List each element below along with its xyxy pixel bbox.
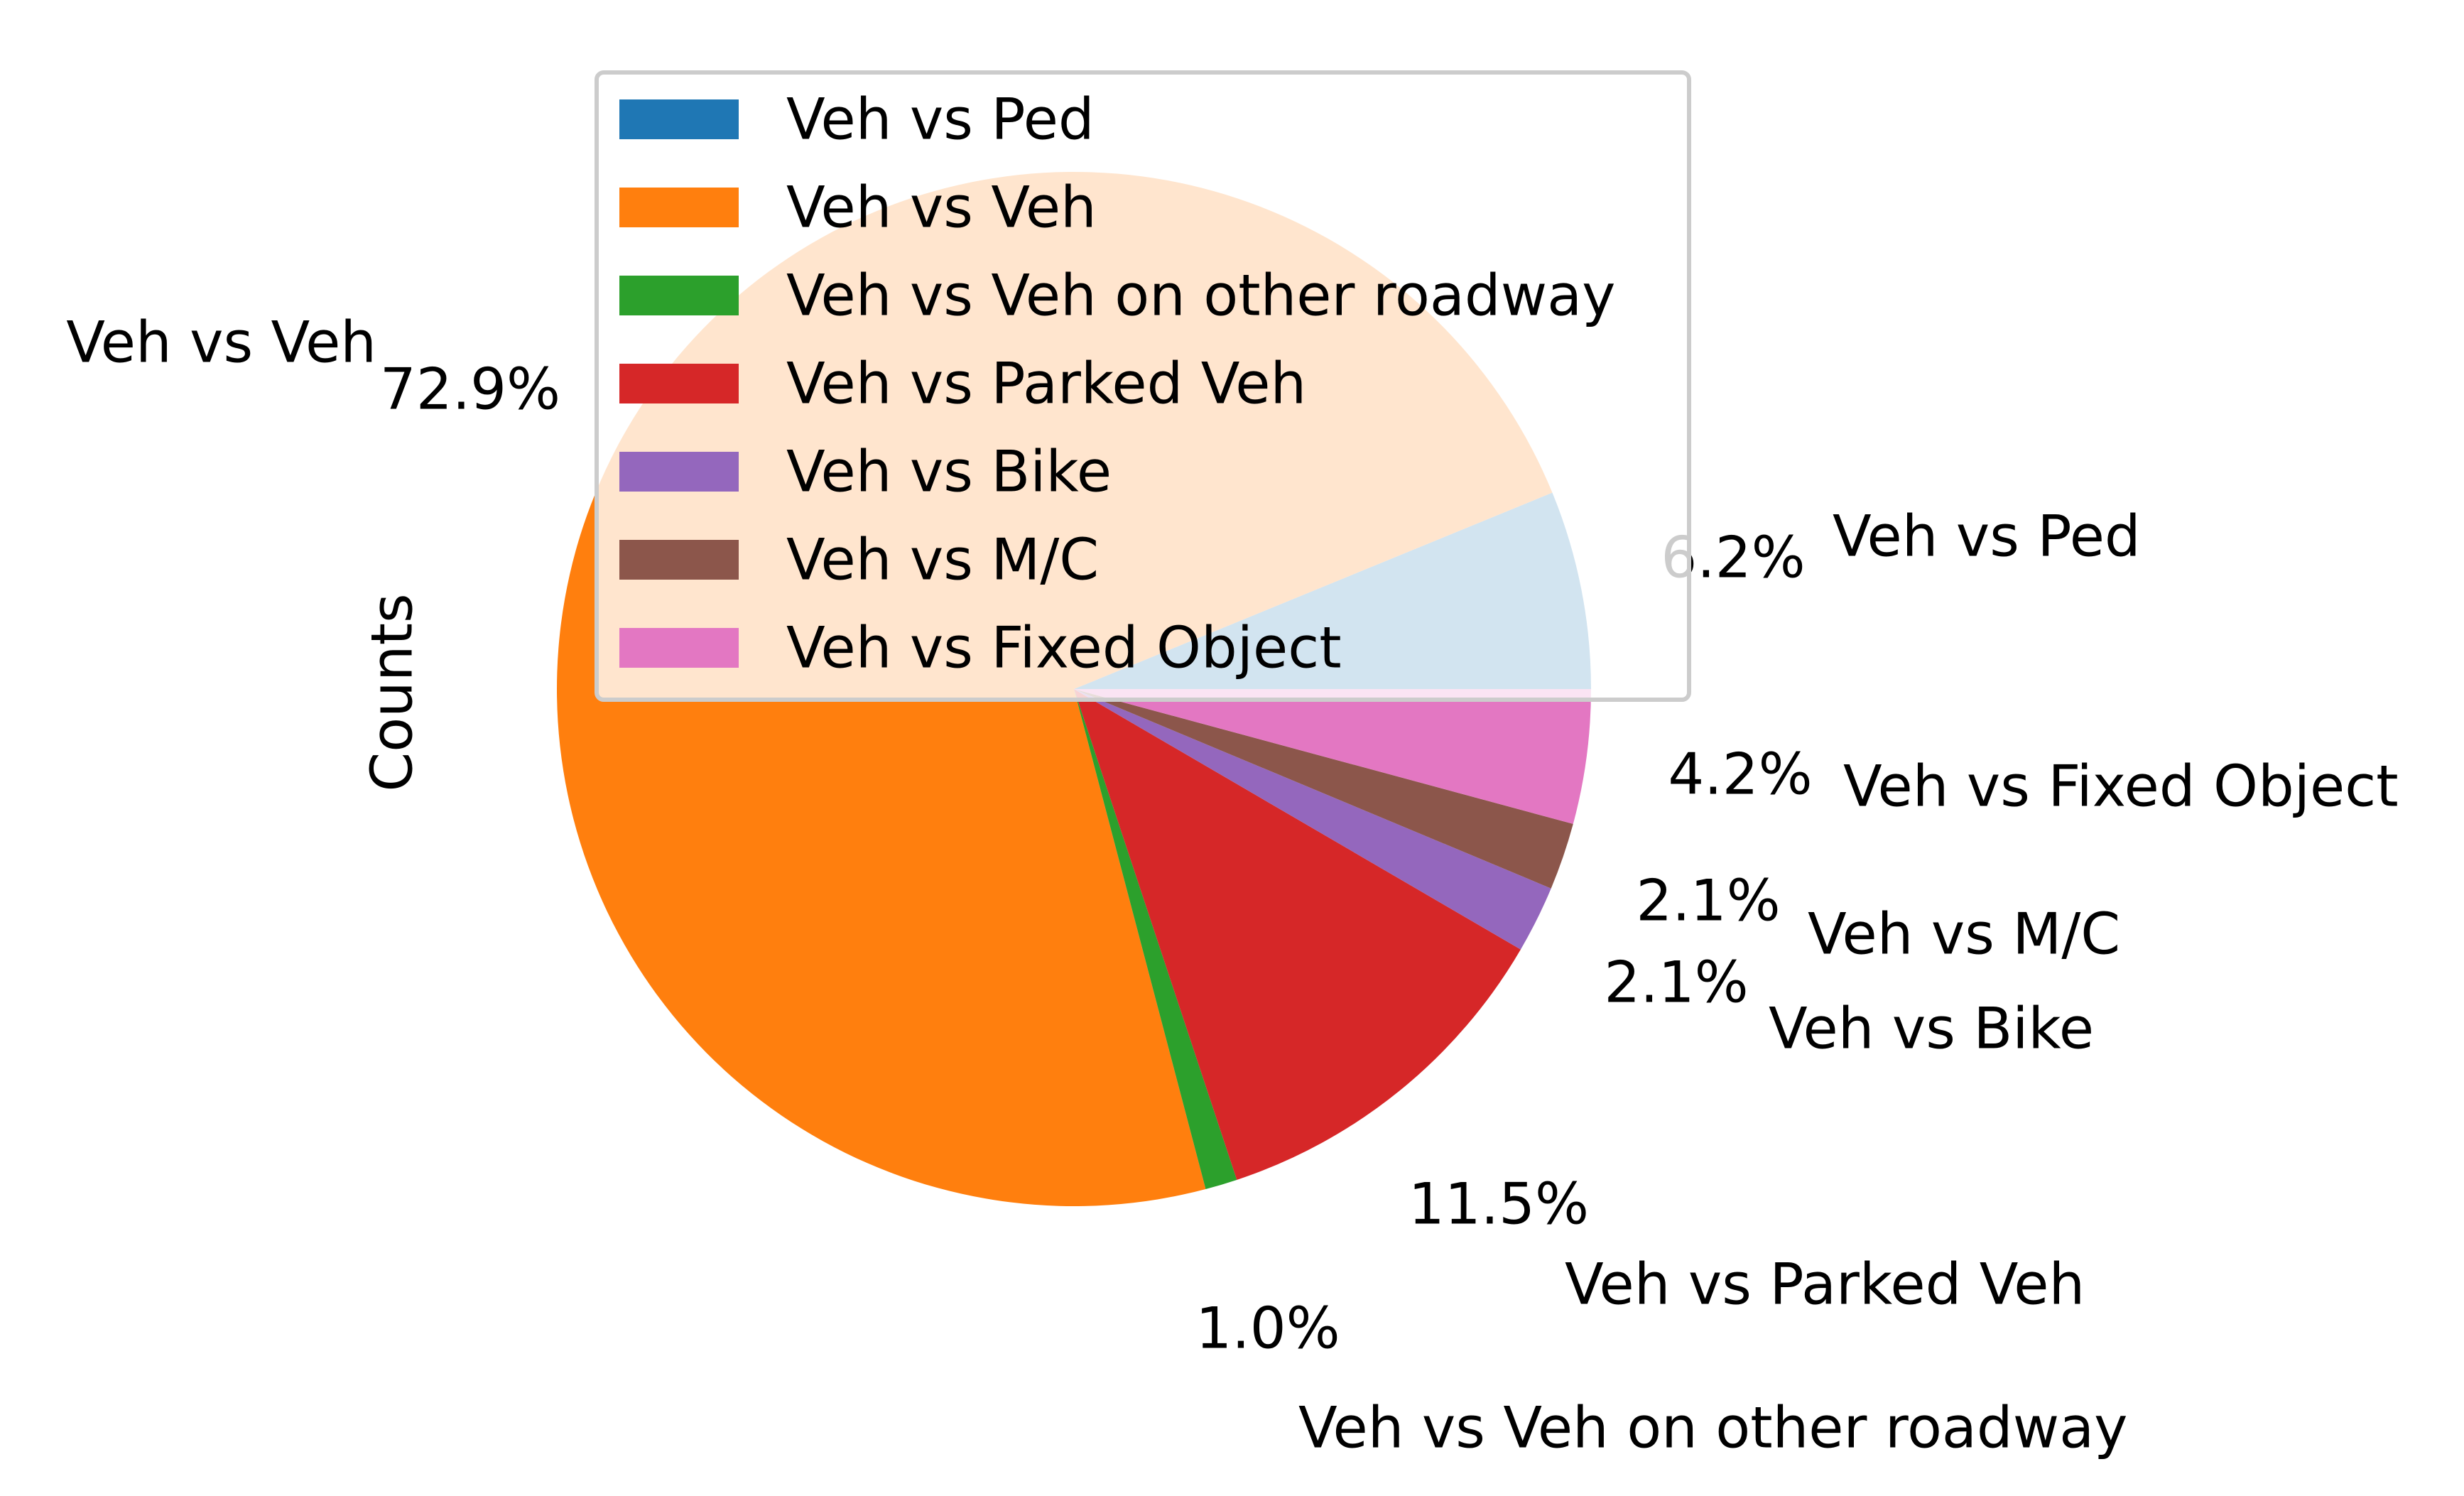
cat-label-veh-vs-ped: Veh vs Ped: [1833, 504, 2141, 570]
pct-label-veh-vs-bike: 2.1%: [1604, 950, 1748, 1016]
legend-label-veh-vs-fixed-object: Veh vs Fixed Object: [786, 615, 1342, 681]
legend-label-veh-vs-veh: Veh vs Veh: [786, 175, 1097, 241]
cat-label-veh-vs-veh-other-roadway: Veh vs Veh on other roadway: [1298, 1395, 2128, 1461]
legend-label-veh-vs-m-c: Veh vs M/C: [786, 527, 1099, 593]
pct-label-veh-vs-veh: 72.9%: [380, 357, 560, 423]
wedge-labels: 6.2% Veh vs Ped 72.9% Veh vs Veh 1.0% Ve…: [66, 310, 2398, 1461]
pct-label-veh-vs-veh-other-roadway: 1.0%: [1195, 1296, 1340, 1362]
pie-slice-veh-vs-parked-veh: [1074, 689, 1521, 1180]
pct-label-veh-vs-parked-veh: 11.5%: [1409, 1171, 1589, 1237]
legend-swatch-veh-vs-ped: [619, 99, 739, 139]
pct-label-veh-vs-mc: 2.1%: [1636, 868, 1780, 934]
legend-label-veh-vs-parked-veh: Veh vs Parked Veh: [786, 351, 1306, 417]
pie-slice-veh-vs-fixed-object: [1074, 689, 1591, 824]
legend-swatch-veh-vs-veh-on-other-roadway: [619, 276, 739, 315]
pie-slice-veh-vs-veh-on-other-roadway: [1074, 689, 1237, 1189]
y-axis-label: Counts: [359, 593, 425, 791]
legend-swatch-veh-vs-bike: [619, 452, 739, 492]
cat-label-veh-vs-fixed-object: Veh vs Fixed Object: [1843, 754, 2399, 820]
cat-label-veh-vs-bike: Veh vs Bike: [1769, 996, 2094, 1062]
legend-label-veh-vs-bike: Veh vs Bike: [786, 439, 1112, 505]
cat-label-veh-vs-parked-veh: Veh vs Parked Veh: [1565, 1252, 2085, 1318]
pie-slice-veh-vs-m-c: [1074, 689, 1573, 889]
pct-label-veh-vs-fixed-object: 4.2%: [1668, 742, 1812, 808]
legend-label-veh-vs-ped: Veh vs Ped: [786, 87, 1095, 153]
legend-swatch-veh-vs-fixed-object: [619, 628, 739, 668]
legend-label-veh-vs-veh-on-other-roadway: Veh vs Veh on other roadway: [786, 263, 1616, 329]
legend: Veh vs Ped Veh vs Veh Veh vs Veh on other …: [595, 70, 1691, 702]
legend-swatch-veh-vs-parked-veh: [619, 364, 739, 403]
legend-box: [595, 70, 1691, 702]
legend-swatch-veh-vs-veh: [619, 188, 739, 227]
legend-items: Veh vs Ped Veh vs Veh Veh vs Veh on other …: [619, 87, 1616, 681]
cat-label-veh-vs-mc: Veh vs M/C: [1808, 901, 2120, 967]
pie-slice-veh-vs-bike: [1074, 689, 1551, 950]
cat-label-veh-vs-veh: Veh vs Veh: [66, 310, 376, 376]
legend-swatch-veh-vs-m-c: [619, 540, 739, 580]
